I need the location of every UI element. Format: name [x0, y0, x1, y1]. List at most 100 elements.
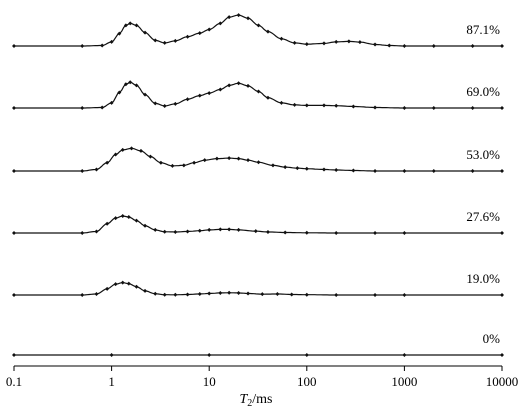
data-point: [120, 147, 125, 152]
series-line: [14, 215, 502, 234]
data-point: [128, 21, 133, 26]
data-point: [373, 105, 378, 110]
data-point: [402, 293, 407, 297]
series-labels-layer: 87.1% 69.0% 53.0% 27.6% 19.0% 0%: [466, 22, 500, 346]
data-point: [279, 36, 284, 41]
data-point: [402, 231, 407, 235]
data-point: [80, 231, 85, 235]
data-point: [207, 291, 212, 296]
data-point: [227, 156, 232, 161]
data-point: [256, 89, 261, 94]
data-point: [227, 15, 232, 20]
data-point: [197, 291, 202, 296]
data-point: [143, 288, 148, 293]
data-point: [265, 95, 270, 100]
data-point: [109, 100, 114, 105]
data-point: [470, 169, 475, 173]
data-point: [126, 215, 131, 220]
data-point: [113, 216, 118, 221]
series-line: [14, 147, 502, 172]
data-point: [162, 229, 167, 234]
data-point: [162, 103, 167, 108]
x-ticks: 0.1 1 10 100 1000 10000: [6, 366, 518, 389]
series-line: [14, 81, 502, 109]
x-tick-label: 10000: [486, 374, 519, 389]
curves-layer: [12, 13, 504, 357]
data-point: [321, 167, 326, 172]
data-point: [236, 13, 241, 18]
series-line: [14, 282, 502, 296]
data-point: [105, 160, 110, 165]
series-label: 87.1%: [466, 22, 500, 37]
data-point: [431, 169, 436, 173]
data-point: [334, 103, 339, 108]
data-point: [402, 44, 407, 48]
data-point: [260, 292, 265, 297]
data-point: [236, 81, 241, 86]
data-point: [192, 160, 197, 165]
data-point: [236, 227, 241, 232]
data-point: [265, 229, 270, 234]
data-point: [153, 227, 158, 232]
series-0: [12, 13, 504, 48]
data-point: [158, 160, 163, 165]
data-point: [153, 38, 158, 43]
data-point: [94, 167, 99, 172]
data-point: [185, 97, 190, 102]
data-point: [129, 146, 134, 151]
data-point: [334, 167, 339, 172]
data-point: [126, 281, 131, 286]
data-point: [120, 280, 125, 285]
data-point: [173, 38, 178, 43]
data-point: [134, 218, 139, 223]
data-point: [321, 41, 326, 46]
data-point: [197, 93, 202, 98]
data-point: [279, 100, 284, 105]
data-point: [117, 31, 122, 36]
data-point: [500, 293, 504, 297]
data-point: [143, 30, 148, 35]
data-point: [402, 169, 407, 173]
data-point: [214, 156, 219, 161]
data-point: [218, 87, 223, 92]
data-point: [357, 40, 362, 45]
data-point: [265, 29, 270, 34]
data-point: [207, 353, 212, 357]
x-tick-label: 0.1: [6, 374, 22, 389]
data-point: [246, 291, 251, 296]
data-point: [236, 156, 241, 161]
data-point: [334, 39, 339, 44]
data-point: [128, 80, 133, 85]
data-point: [117, 90, 122, 95]
data-point: [500, 169, 504, 173]
data-point: [12, 169, 16, 173]
data-point: [351, 104, 356, 109]
data-point: [113, 152, 118, 157]
data-point: [197, 228, 202, 233]
data-point: [304, 230, 309, 235]
data-point: [123, 82, 128, 87]
data-point: [94, 291, 99, 296]
data-point: [373, 169, 378, 173]
data-point: [431, 106, 436, 110]
series-2: [12, 146, 504, 173]
data-point: [12, 44, 16, 48]
series-5: [12, 353, 504, 357]
data-point: [123, 23, 128, 28]
data-point: [500, 231, 504, 235]
data-point: [304, 292, 309, 297]
data-point: [109, 353, 114, 357]
data-point: [153, 101, 158, 106]
data-point: [227, 227, 232, 232]
data-point: [148, 154, 153, 159]
series-label: 69.0%: [466, 84, 500, 99]
data-point: [373, 42, 378, 47]
data-point: [304, 42, 309, 47]
x-axis-title-symbol: T: [239, 392, 248, 407]
data-point: [134, 83, 139, 88]
data-point: [100, 43, 105, 48]
data-point: [387, 43, 392, 48]
series-line: [14, 14, 502, 47]
data-point: [185, 34, 190, 39]
